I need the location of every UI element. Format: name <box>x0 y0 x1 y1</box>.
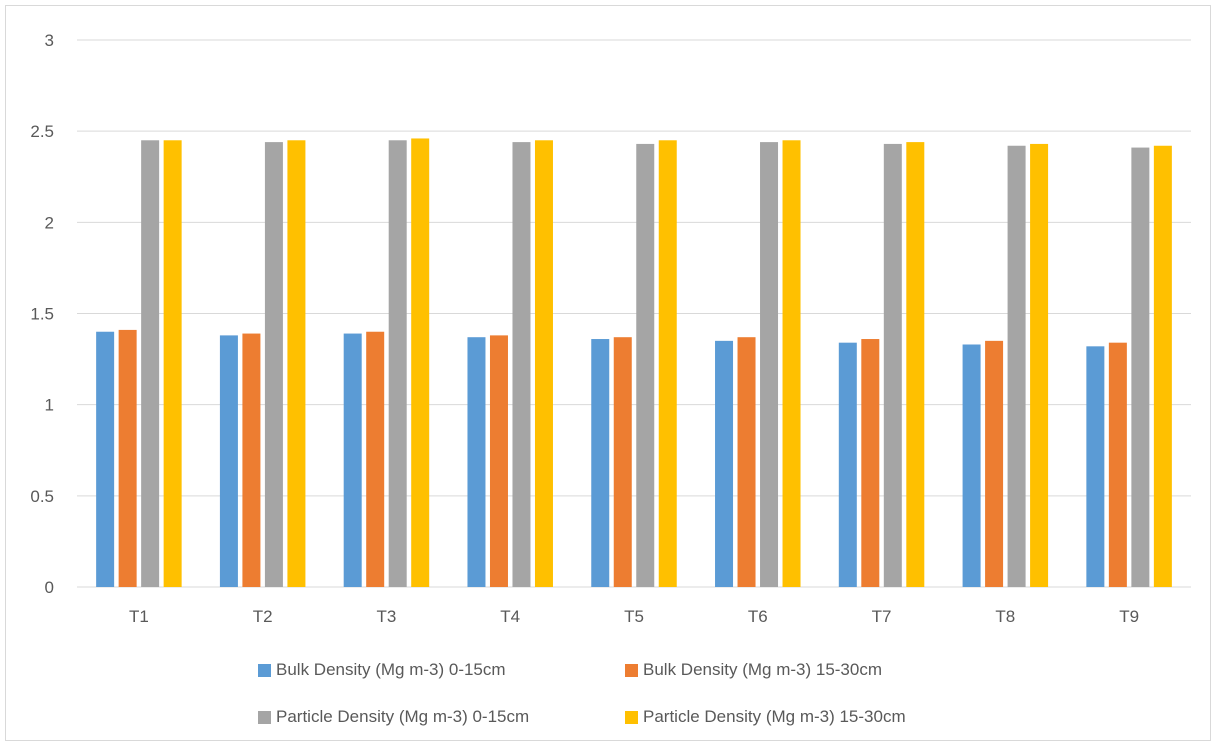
bar <box>219 335 238 587</box>
bar <box>636 143 655 587</box>
y-tick-label: 0 <box>45 578 54 597</box>
x-tick-label: T2 <box>253 607 273 626</box>
bar <box>141 140 160 588</box>
x-tick-label: T9 <box>1119 607 1139 626</box>
bar <box>883 143 902 587</box>
bar <box>1030 143 1049 587</box>
x-tick-label: T1 <box>129 607 149 626</box>
bar <box>388 140 407 588</box>
bar <box>962 344 981 587</box>
bar <box>838 342 857 587</box>
bar <box>411 138 430 587</box>
x-tick-label: T5 <box>624 607 644 626</box>
y-tick-label: 1 <box>45 396 54 415</box>
bar <box>534 140 553 588</box>
bar <box>1108 342 1127 587</box>
bar <box>1007 145 1026 587</box>
bar <box>287 140 306 588</box>
y-tick-label: 3 <box>45 31 54 50</box>
bar <box>782 140 801 588</box>
bar <box>1086 346 1105 587</box>
bar <box>96 331 115 587</box>
bar <box>715 340 734 587</box>
y-tick-label: 1.5 <box>30 305 54 324</box>
bar <box>242 333 261 587</box>
bar <box>489 335 508 587</box>
bar <box>861 339 880 587</box>
bar <box>163 140 182 588</box>
bar <box>613 337 632 587</box>
x-tick-label: T6 <box>748 607 768 626</box>
bar <box>264 142 283 587</box>
y-tick-label: 2.5 <box>30 122 54 141</box>
y-tick-label: 2 <box>45 213 54 232</box>
bar <box>985 340 1004 587</box>
bar <box>1153 145 1172 587</box>
bar <box>737 337 756 587</box>
x-tick-label: T4 <box>500 607 520 626</box>
bar <box>591 339 610 587</box>
bar <box>906 142 925 587</box>
y-tick-label: 0.5 <box>30 487 54 506</box>
bar <box>366 331 385 587</box>
bar <box>467 337 486 587</box>
bar <box>512 142 531 587</box>
bar <box>658 140 677 588</box>
bar <box>760 142 779 587</box>
x-tick-label: T8 <box>995 607 1015 626</box>
x-tick-label: T7 <box>872 607 892 626</box>
x-tick-label: T3 <box>377 607 397 626</box>
bar <box>118 329 137 587</box>
bar <box>1131 147 1150 587</box>
bar <box>343 333 362 587</box>
